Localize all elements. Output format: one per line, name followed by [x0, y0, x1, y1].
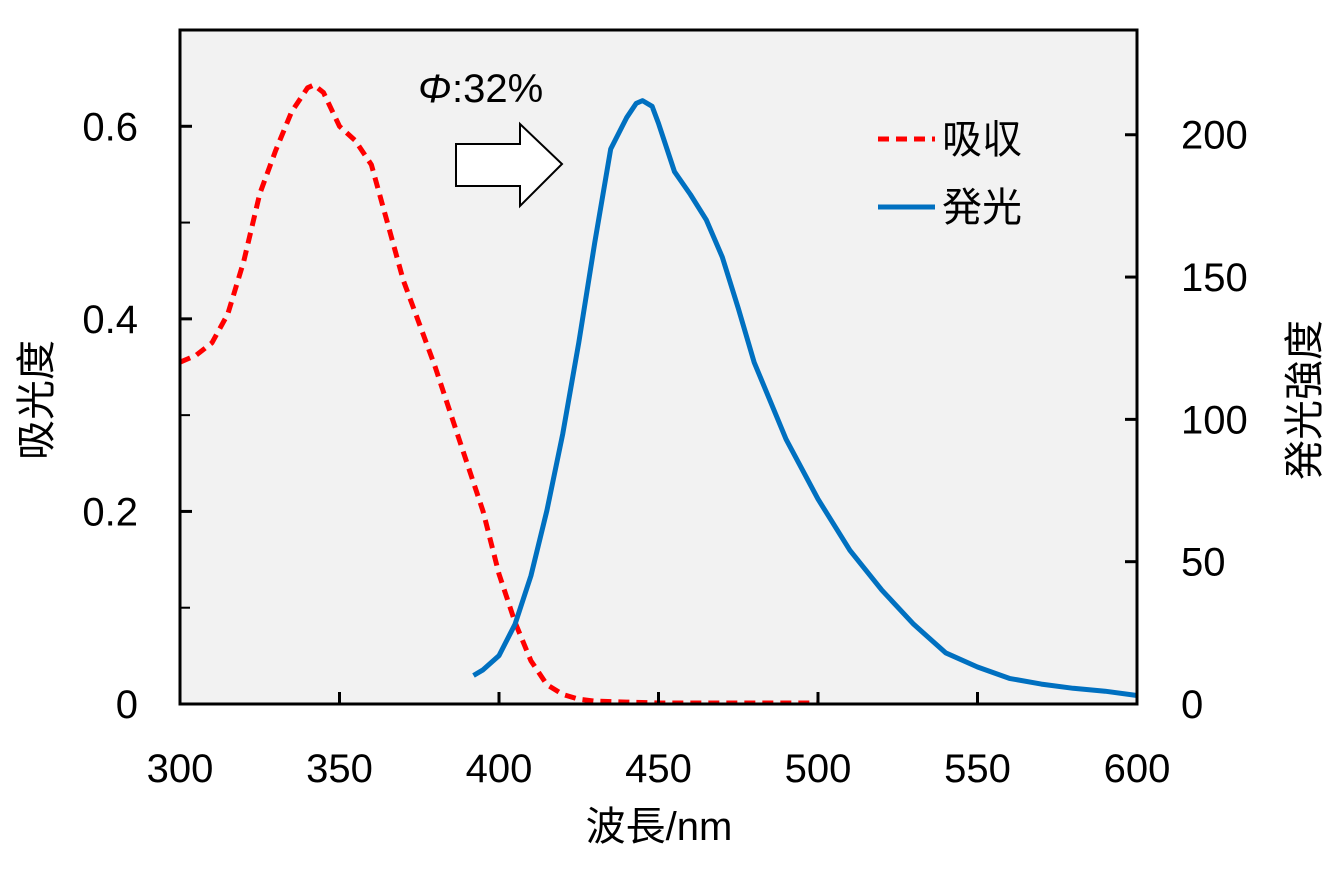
y-right-tick-label: 50 — [1181, 541, 1226, 585]
x-tick-label: 550 — [944, 747, 1011, 791]
series-line-emission — [472, 98, 1138, 698]
plot-background — [180, 30, 1137, 704]
legend-label-absorption: 吸収 — [942, 118, 1022, 162]
x-tick-label: 600 — [1104, 747, 1171, 791]
x-tick-label: 300 — [147, 747, 214, 791]
y-left-axis-title: 吸光度 — [15, 340, 59, 460]
annotation-value: :32% — [452, 67, 543, 111]
y-left-tick-label: 0 — [116, 683, 138, 727]
x-tick-label: 450 — [625, 747, 692, 791]
x-tick-label: 500 — [785, 747, 852, 791]
x-axis-title: 波長/nm — [586, 805, 733, 849]
y-right-tick-label: 200 — [1181, 114, 1248, 158]
right-arrow-icon — [455, 121, 564, 209]
x-tick-label: 350 — [306, 747, 373, 791]
y-right-tick-label: 150 — [1181, 256, 1248, 300]
y-right-tick-label: 0 — [1181, 683, 1203, 727]
y-left-tick-label: 0.6 — [82, 105, 138, 149]
tick-layer: 300 350 400 450 500 550 60000.20.40.6050100150… — [82, 105, 1247, 791]
series-line-absorption — [179, 82, 818, 706]
y-right-tick-label: 100 — [1181, 398, 1248, 442]
y-left-tick-label: 0.4 — [82, 298, 138, 342]
annotation-symbol: Φ — [418, 67, 451, 111]
series-layer — [179, 82, 1138, 706]
legend-label-emission: 発光 — [942, 186, 1022, 230]
y-right-axis-title: 発光強度 — [1283, 320, 1327, 480]
legend: 吸収 発光 — [878, 118, 1022, 230]
quantum-yield-annotation: Φ :32% — [418, 67, 564, 209]
x-tick-label: 400 — [466, 747, 533, 791]
y-left-tick-label: 0.2 — [82, 490, 138, 534]
